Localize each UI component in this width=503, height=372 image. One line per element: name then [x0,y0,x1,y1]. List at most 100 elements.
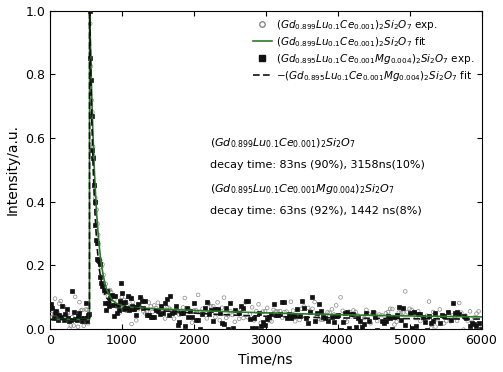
Point [131,304,139,310]
Point [101,299,109,305]
Point [91,195,99,201]
Point [209,318,217,324]
Point [155,311,163,317]
Point [183,305,191,311]
Point [134,301,142,307]
Point [205,311,213,317]
Point [261,322,269,328]
Point [401,322,409,328]
Point [105,303,113,309]
Point [283,315,291,321]
Point [274,309,282,315]
Point [132,312,140,318]
Point [339,320,347,326]
Point [416,318,425,324]
Point [423,313,431,319]
Point [345,309,353,315]
Point [147,314,155,320]
Point [99,283,107,289]
Point [330,311,338,317]
Point [68,314,76,320]
Point [360,315,368,321]
Point [302,316,310,322]
Point [136,294,144,300]
Point [470,321,478,327]
Point [317,317,325,323]
Point [358,324,366,330]
Point [334,313,343,319]
Point [326,327,334,333]
Point [382,310,390,316]
Point [179,310,187,316]
Point [67,317,75,323]
Point [460,314,468,320]
Point [453,318,461,324]
Point [103,289,111,295]
Point [378,312,386,318]
Point [425,299,433,305]
Point [141,310,149,316]
Legend: $(Gd_{0.899}Lu_{0.1}Ce_{0.001})_2Si_2O_7$ exp., $(Gd_{0.899}Lu_{0.1}Ce_{0.001})_: $(Gd_{0.899}Lu_{0.1}Ce_{0.001})_2Si_2O_7… [251,16,476,85]
Point [75,310,83,316]
Point [315,316,323,322]
Point [367,320,375,326]
Point [418,315,427,321]
Point [276,311,284,317]
Point [447,318,455,324]
Point [405,306,413,312]
Point [64,315,72,321]
Point [429,318,437,324]
Point [304,305,312,311]
Point [418,314,427,320]
Point [339,308,347,314]
Point [93,207,101,213]
Point [233,308,241,314]
Point [220,321,228,327]
Point [276,308,284,314]
Point [449,299,457,305]
Point [371,314,379,320]
Point [328,314,336,320]
Point [177,310,185,316]
Point [49,315,57,321]
Point [347,311,355,317]
Point [444,309,452,315]
Point [263,316,271,322]
Point [423,327,431,333]
Point [410,309,418,315]
Point [246,311,254,317]
Point [457,330,465,336]
Point [121,299,129,305]
Point [306,308,314,314]
Point [332,302,340,308]
Point [89,147,97,153]
Point [380,320,388,326]
Point [181,295,189,301]
Point [98,264,106,270]
Point [60,303,68,309]
Point [82,318,91,324]
Point [61,316,69,322]
Point [259,319,267,325]
Point [77,308,85,314]
Point [343,319,351,325]
Point [141,298,149,304]
Point [201,305,209,311]
Point [68,288,76,294]
Point [86,2,94,8]
Point [130,304,138,310]
Point [248,304,256,310]
Point [115,307,123,313]
Point [154,308,162,314]
Point [58,303,66,309]
Point [136,303,144,309]
Point [214,299,222,305]
Point [380,320,388,326]
Point [74,324,82,330]
Point [85,311,93,317]
Point [105,288,113,294]
Point [477,326,485,332]
Point [113,304,121,310]
Point [57,314,65,320]
Point [218,320,226,326]
